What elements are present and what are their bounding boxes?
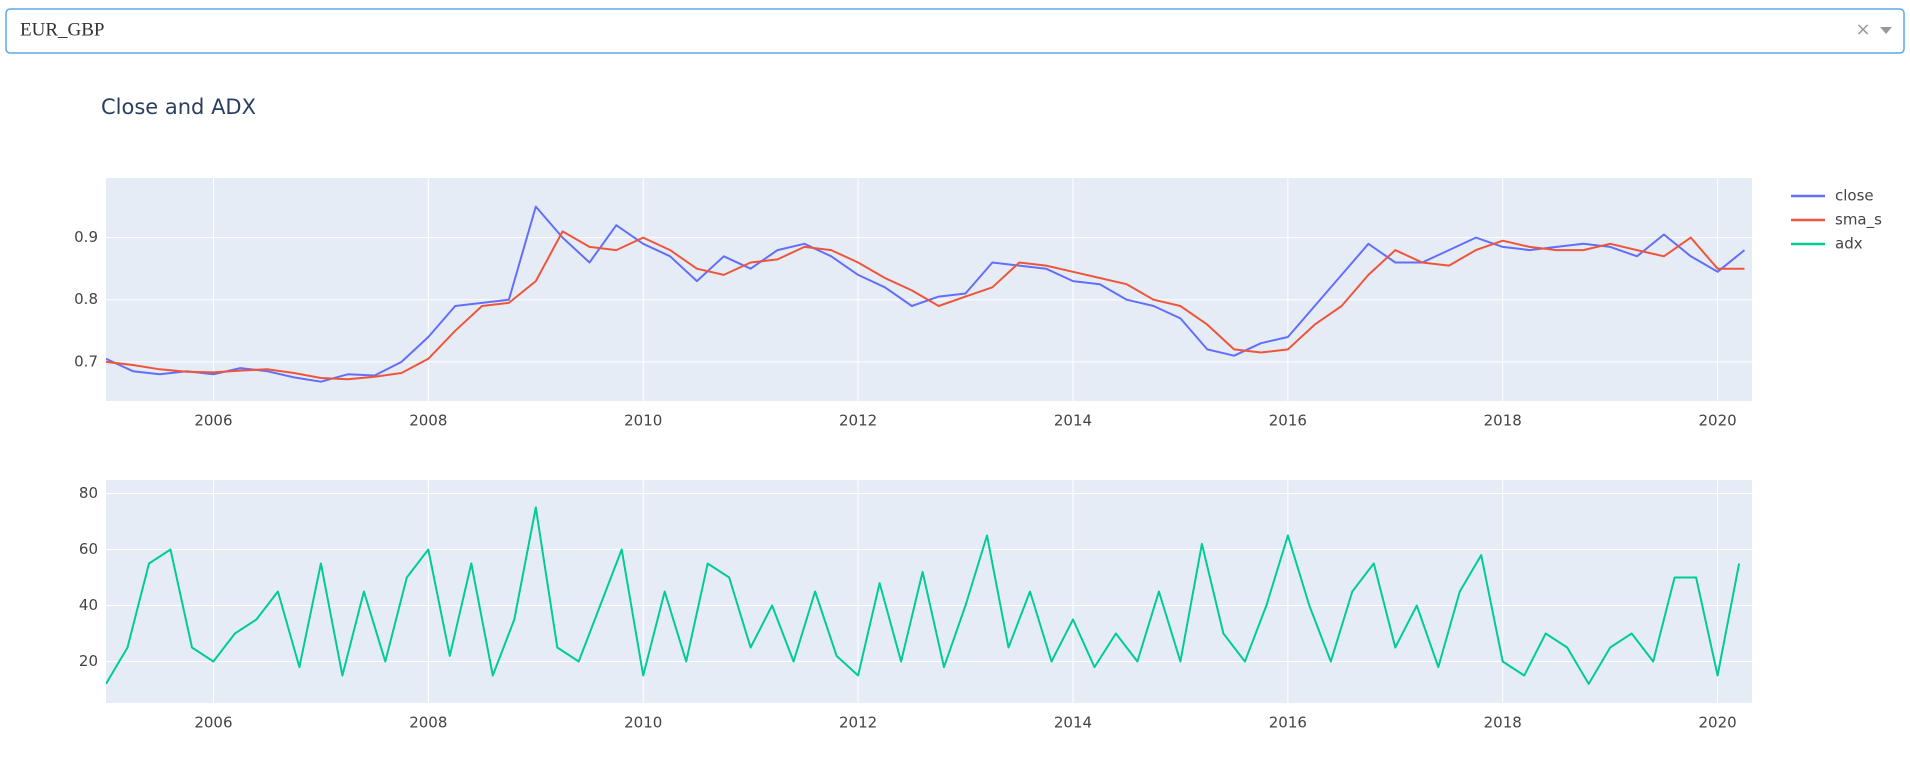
y-tick-label: 20 xyxy=(79,652,98,670)
x-tick-label: 2012 xyxy=(839,714,877,732)
x-tick-label: 2010 xyxy=(624,714,662,732)
x-tick-label: 2018 xyxy=(1484,412,1522,430)
y-tick-label: 60 xyxy=(79,540,98,558)
x-tick-label: 2008 xyxy=(409,412,447,430)
series-line xyxy=(106,205,1746,383)
y-tick-label: 80 xyxy=(79,484,98,502)
legend-label: adx xyxy=(1835,235,1863,253)
x-tick-label: 2010 xyxy=(624,412,662,430)
dropdown-value: EUR_GBP xyxy=(20,19,104,40)
caret-icon[interactable] xyxy=(1880,27,1892,34)
y-tick-label: 0.9 xyxy=(74,228,98,246)
series-line xyxy=(106,506,1741,685)
x-tick-label: 2014 xyxy=(1054,412,1092,430)
x-tick-label: 2016 xyxy=(1269,714,1307,732)
x-tick-label: 2008 xyxy=(409,714,447,732)
clear-icon[interactable]: × xyxy=(1855,19,1870,40)
x-tick-label: 2020 xyxy=(1699,412,1737,430)
y-tick-label: 40 xyxy=(79,596,98,614)
dropdown[interactable] xyxy=(5,8,1905,54)
series-line xyxy=(106,230,1745,381)
plot-area xyxy=(106,178,1752,401)
legend-label: close xyxy=(1835,187,1874,205)
x-tick-label: 2018 xyxy=(1484,714,1522,732)
x-tick-label: 2006 xyxy=(194,714,232,732)
legend-label: sma_s xyxy=(1835,211,1882,230)
plot-area xyxy=(106,480,1752,703)
x-tick-label: 2016 xyxy=(1269,412,1307,430)
y-tick-label: 0.8 xyxy=(74,290,98,308)
chart-title: Close and ADX xyxy=(101,95,256,119)
x-tick-label: 2006 xyxy=(194,412,232,430)
x-tick-label: 2020 xyxy=(1699,714,1737,732)
x-tick-label: 2012 xyxy=(839,412,877,430)
y-tick-label: 0.7 xyxy=(74,352,98,370)
x-tick-label: 2014 xyxy=(1054,714,1092,732)
